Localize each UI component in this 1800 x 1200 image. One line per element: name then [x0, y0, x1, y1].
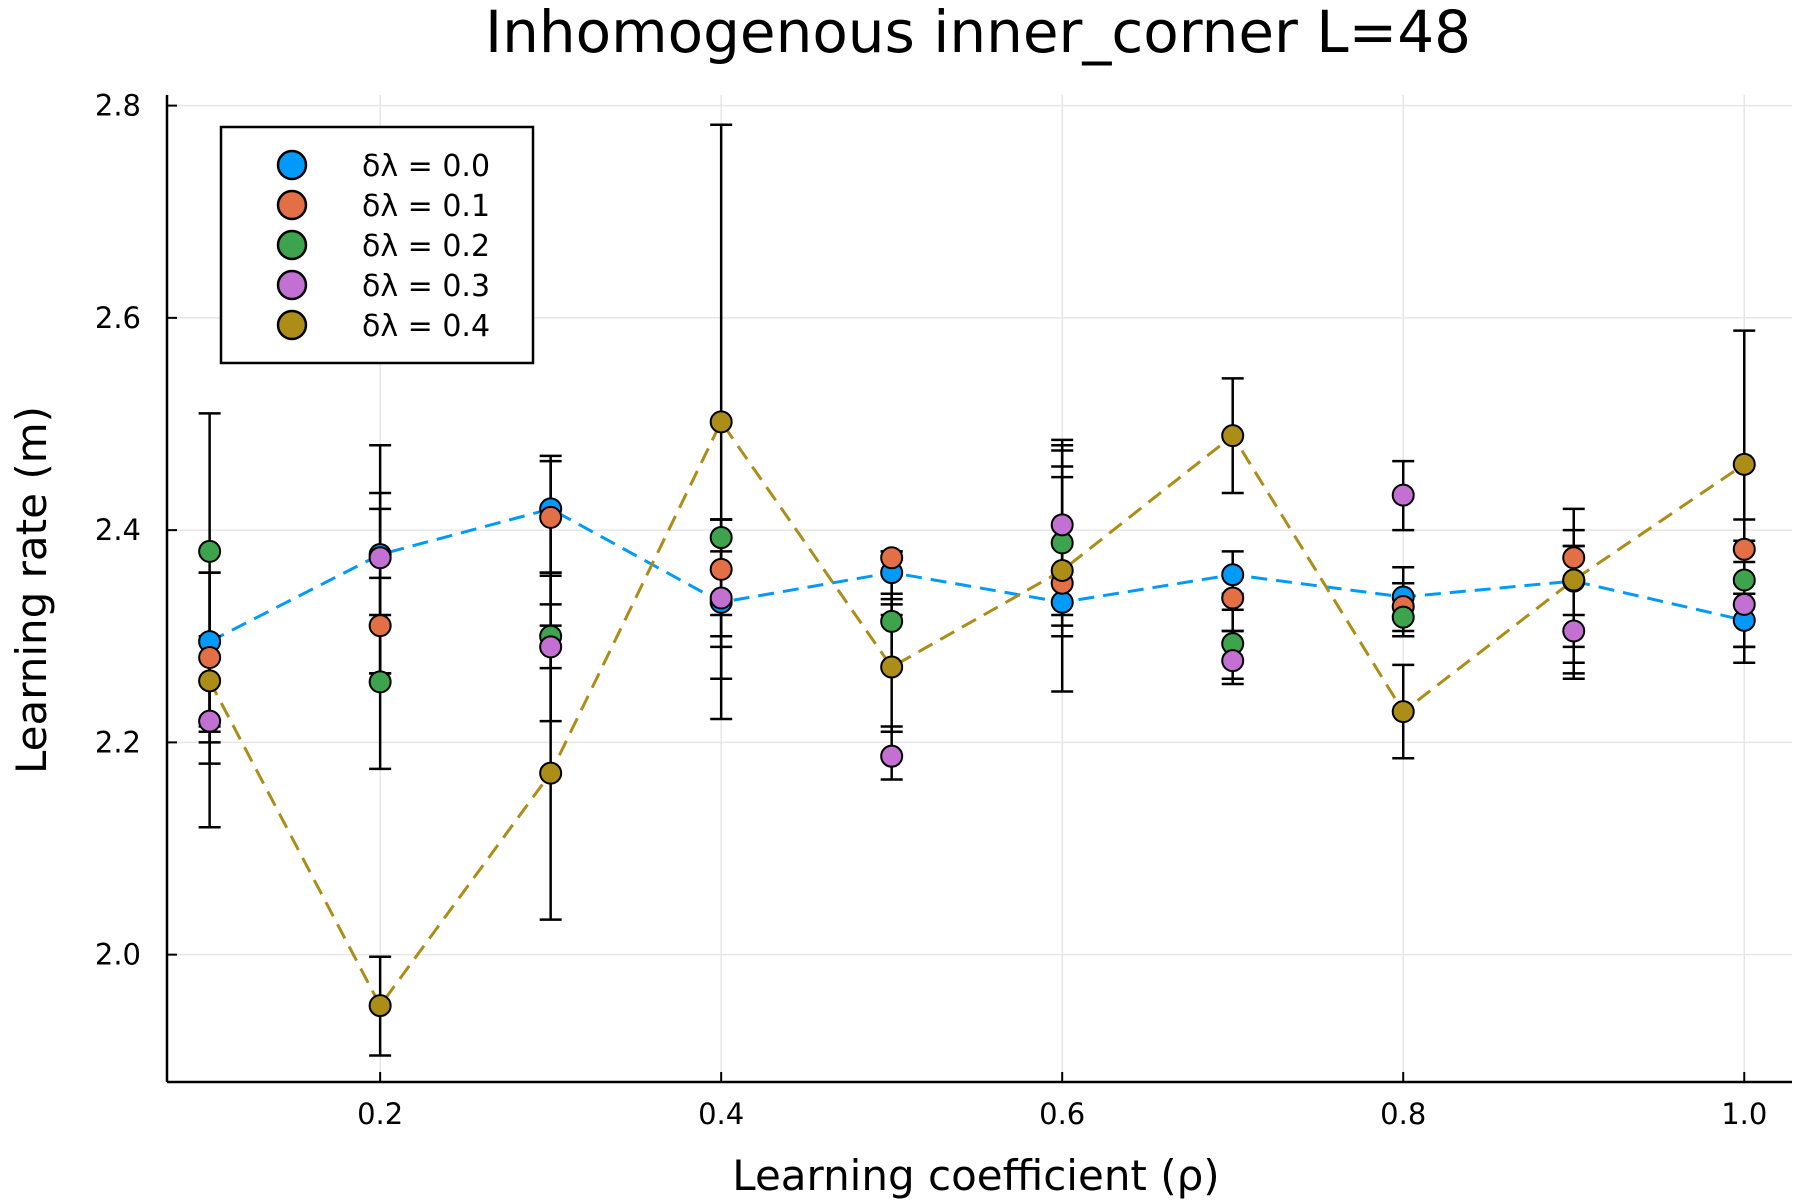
series-lines: [208, 418, 1746, 1009]
x-tick-label: 0.4: [698, 1097, 744, 1131]
chart-title: Inhomogenous inner_corner L=48: [485, 0, 1471, 66]
x-tick-label: 1.0: [1721, 1097, 1767, 1131]
data-point: [1732, 592, 1756, 616]
data-point: [1391, 605, 1415, 629]
data-point: [1562, 619, 1586, 643]
series-line-4: [208, 418, 1746, 1009]
data-point: [198, 539, 222, 563]
data-point: [1221, 649, 1245, 673]
data-point: [1562, 568, 1586, 592]
legend-label: δλ = 0.0: [362, 149, 490, 184]
data-point: [709, 526, 733, 550]
data-point: [368, 614, 392, 638]
legend-label: δλ = 0.2: [362, 229, 490, 264]
legend-label: δλ = 0.3: [362, 269, 490, 304]
data-point: [539, 505, 563, 529]
data-point: [880, 609, 904, 633]
data-point: [1732, 452, 1756, 476]
y-tick-label: 2.2: [95, 725, 141, 759]
data-point: [1562, 546, 1586, 570]
series-line-0: [208, 507, 1745, 643]
axes: [165, 95, 1792, 1084]
data-point: [880, 744, 904, 768]
data-point: [880, 546, 904, 570]
data-point: [1221, 586, 1245, 610]
data-point: [709, 557, 733, 581]
legend-label: δλ = 0.1: [362, 189, 490, 224]
data-point: [1050, 513, 1074, 537]
data-point: [1221, 563, 1245, 587]
x-tick-label: 0.2: [357, 1097, 403, 1131]
data-point: [198, 709, 222, 733]
legend-marker: [276, 229, 308, 261]
data-point: [539, 761, 563, 785]
legend-marker: [276, 269, 308, 301]
y-tick-label: 2.4: [95, 513, 141, 547]
data-point: [1050, 590, 1074, 614]
legend-label: δλ = 0.4: [362, 309, 490, 344]
x-axis-label: Learning coefficient (ρ): [732, 1151, 1219, 1200]
tick-labels: 0.2 0.4 0.6 0.8 1.0 2.0 2.2 2.4 2.6 2.8: [95, 89, 1767, 1131]
legend-marker: [276, 149, 308, 181]
x-tick-label: 0.6: [1039, 1097, 1085, 1131]
y-tick-label: 2.8: [95, 89, 141, 123]
y-tick-label: 2.6: [95, 301, 141, 335]
data-point: [368, 670, 392, 694]
data-point: [1732, 537, 1756, 561]
data-point: [368, 994, 392, 1018]
data-point: [1221, 424, 1245, 448]
data-point: [1050, 558, 1074, 582]
data-point: [709, 410, 733, 434]
x-tick-label: 0.8: [1380, 1097, 1426, 1131]
data-point: [1732, 568, 1756, 592]
data-point: [198, 669, 222, 693]
y-tick-label: 2.0: [95, 938, 141, 972]
data-point: [198, 645, 222, 669]
legend-box: [219, 125, 535, 365]
data-point: [1391, 700, 1415, 724]
legend-marker: [276, 309, 308, 341]
legend-marker: [276, 189, 308, 221]
data-point: [709, 586, 733, 610]
data-point: [1391, 483, 1415, 507]
data-point: [539, 635, 563, 659]
data-point: [880, 655, 904, 679]
y-axis-label: Learning rate (m): [7, 406, 56, 774]
legend: δλ = 0.0 δλ = 0.1 δλ = 0.2 δλ = 0.3 δλ = 0.4: [219, 125, 535, 365]
data-points: [198, 410, 1756, 1018]
data-point: [368, 546, 392, 570]
